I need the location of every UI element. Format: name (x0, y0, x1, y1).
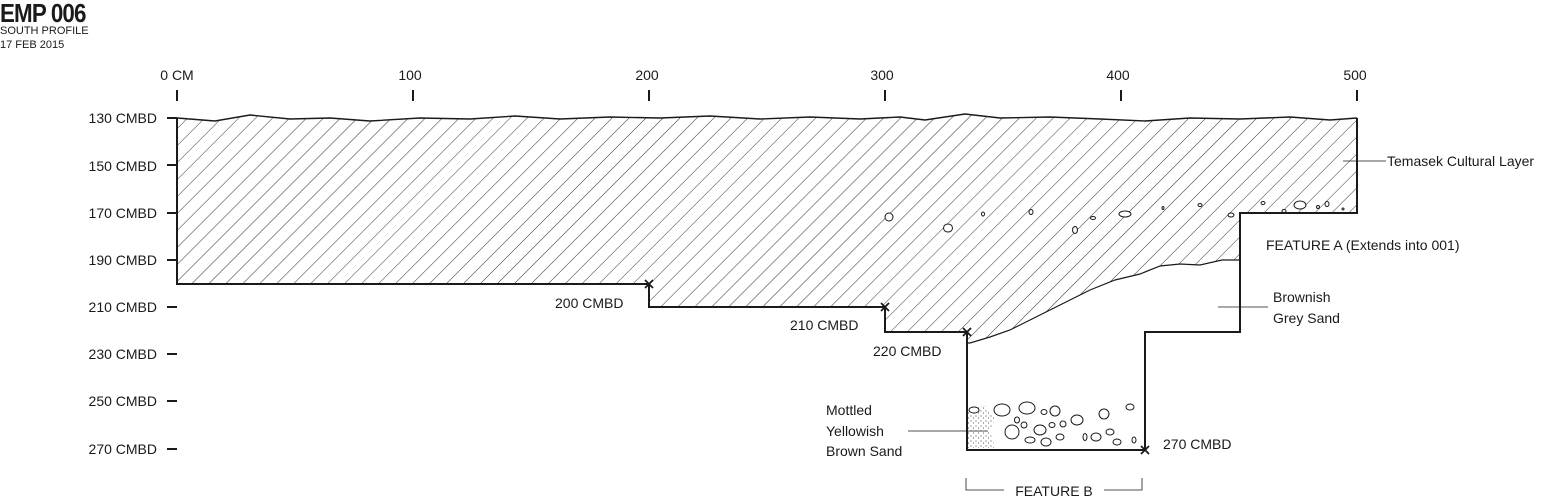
horizontal-tick-label: 400 (1106, 67, 1130, 83)
feature-b-bracket (965, 478, 1143, 491)
temasek-layer-label: Temasek Cultural Layer (1387, 153, 1534, 169)
horizontal-tick: 0 CM (160, 67, 194, 101)
feature-b-label: FEATURE B (1015, 483, 1093, 497)
depth-tick: 270 CMBD (89, 441, 177, 457)
step-markers (644, 279, 1150, 455)
horizontal-tick-label: 200 (635, 67, 659, 83)
step-marker-270 (1140, 445, 1150, 455)
mottled-sand-label-3: Brown Sand (826, 443, 902, 459)
feature-a-label: FEATURE A (Extends into 001) (1266, 237, 1460, 253)
profile-name: SOUTH PROFILE (0, 25, 89, 37)
horizontal-tick: 500 (1343, 67, 1367, 101)
step-label-210: 210 CMBD (790, 317, 858, 333)
site-title: EMP 006 (0, 0, 86, 28)
step-marker-220 (962, 327, 972, 337)
ground-surface (176, 113, 1358, 122)
horizontal-axis: 0 CM 100 200 300 400 500 (160, 67, 1367, 101)
excavation-outline (176, 118, 1358, 451)
depth-tick-label: 210 CMBD (89, 299, 157, 315)
horizontal-tick: 400 (1106, 67, 1130, 101)
depth-tick: 170 CMBD (89, 205, 177, 221)
horizontal-tick: 200 (635, 67, 659, 101)
profile-date: 17 FEB 2015 (0, 39, 65, 51)
mottled-sand-inclusions (968, 401, 1137, 447)
brownish-sand-label-2: Grey Sand (1273, 310, 1340, 326)
depth-tick: 150 CMBD (89, 158, 177, 174)
depth-axis: 130 CMBD 150 CMBD 170 CMBD 190 CMBD 210 … (89, 110, 177, 457)
horizontal-tick: 100 (398, 67, 422, 101)
horizontal-tick-label: 100 (398, 67, 422, 83)
depth-tick: 250 CMBD (89, 393, 177, 409)
horizontal-tick-label: 0 CM (160, 67, 193, 83)
depth-tick-label: 170 CMBD (89, 205, 157, 221)
depth-tick: 210 CMBD (89, 299, 177, 315)
depth-tick-label: 150 CMBD (89, 158, 157, 174)
mottled-sand-stipple (968, 405, 995, 448)
horizontal-tick: 300 (870, 67, 894, 101)
horizontal-tick-label: 300 (870, 67, 894, 83)
depth-tick-label: 270 CMBD (89, 441, 157, 457)
depth-tick-label: 130 CMBD (89, 110, 157, 126)
depth-tick-label: 230 CMBD (89, 346, 157, 362)
step-marker-200 (644, 279, 654, 289)
cultural-layer-boundary (967, 259, 1240, 344)
step-marker-210 (880, 302, 890, 312)
step-label-200: 200 CMBD (555, 295, 623, 311)
cultural-layer-inclusions (884, 200, 1345, 234)
step-label-220: 220 CMBD (873, 343, 941, 359)
step-label-270: 270 CMBD (1163, 436, 1231, 452)
temasek-cultural-layer (177, 114, 1357, 343)
brownish-sand-label-1: Brownish (1273, 289, 1331, 305)
depth-tick-label: 250 CMBD (89, 393, 157, 409)
mottled-sand-label-2: Yellowish (826, 423, 884, 439)
horizontal-tick-label: 500 (1343, 67, 1367, 83)
mottled-sand-label-1: Mottled (826, 402, 872, 418)
depth-tick-label: 190 CMBD (89, 252, 157, 268)
depth-tick: 230 CMBD (89, 346, 177, 362)
depth-tick: 190 CMBD (89, 252, 177, 268)
depth-tick: 130 CMBD (89, 110, 177, 126)
